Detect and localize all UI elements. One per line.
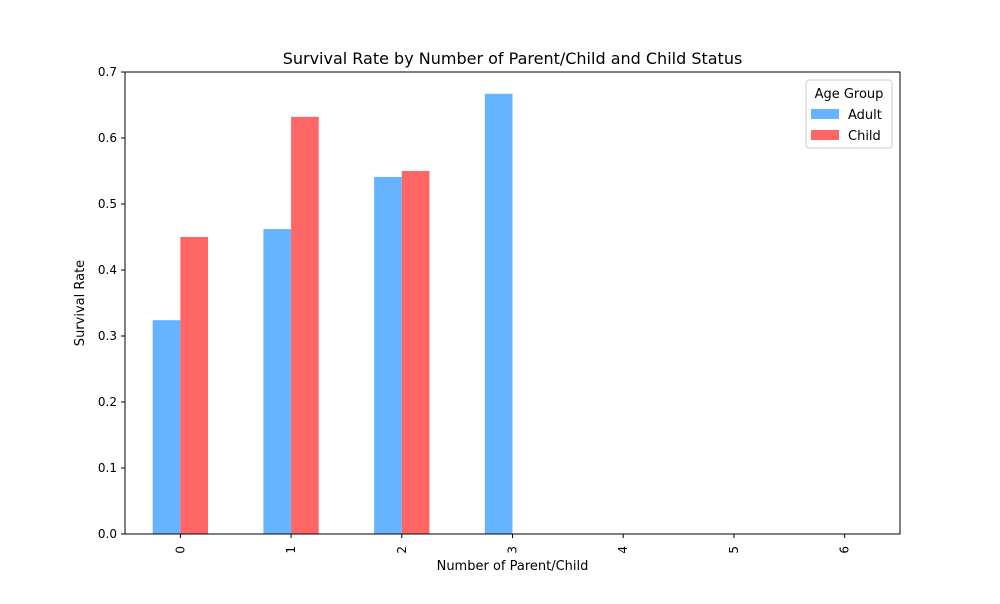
y-tick-label: 0.5 (98, 197, 117, 211)
x-tick-label: 3 (506, 546, 520, 554)
y-axis: 0.0 0.1 0.2 0.3 0.4 0.5 0.6 0.7 (98, 65, 125, 541)
x-tick-label: 4 (616, 546, 630, 554)
legend: Age Group Adult Child (805, 79, 893, 149)
x-tick-label: 1 (284, 546, 298, 554)
bar-child-1 (291, 116, 319, 534)
bar-child-0 (180, 237, 209, 534)
chart-title: Survival Rate by Number of Parent/Child … (283, 49, 743, 68)
legend-swatch-adult (811, 109, 839, 119)
x-axis: 0 1 2 3 4 5 6 (173, 534, 852, 554)
legend-title: Age Group (815, 87, 884, 102)
bar-adult-2 (374, 176, 402, 534)
bar-adult-3 (484, 93, 513, 534)
bar-child-2 (401, 171, 430, 534)
x-tick-label: 0 (173, 546, 187, 554)
bar-adult-0 (152, 320, 181, 534)
x-tick-label: 6 (838, 546, 852, 554)
bar-adult-1 (263, 229, 292, 534)
y-tick-label: 0.1 (98, 461, 117, 475)
x-tick-label: 5 (727, 546, 741, 554)
y-tick-label: 0.2 (98, 395, 117, 409)
plot-frame (124, 71, 901, 535)
y-tick-label: 0.3 (98, 329, 117, 343)
y-tick-label: 0.4 (98, 263, 117, 277)
x-axis-label: Number of Parent/Child (437, 559, 589, 574)
y-tick-label: 0.0 (98, 527, 117, 541)
legend-label-child: Child (848, 129, 881, 144)
bars (152, 93, 513, 534)
legend-swatch-child (811, 130, 839, 140)
legend-items: Adult Child (811, 108, 882, 144)
y-tick-label: 0.6 (98, 131, 117, 145)
y-tick-label: 0.7 (98, 65, 117, 79)
y-axis-label: Survival Rate (73, 260, 88, 346)
legend-label-adult: Adult (848, 108, 882, 123)
x-tick-label: 2 (395, 546, 409, 554)
